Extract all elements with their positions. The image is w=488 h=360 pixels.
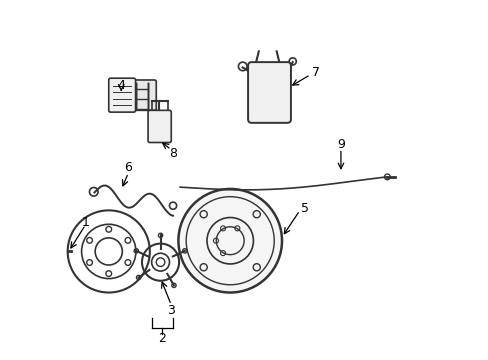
FancyBboxPatch shape: [247, 62, 290, 123]
Text: 2: 2: [158, 333, 166, 346]
Text: 8: 8: [169, 147, 177, 160]
Text: 9: 9: [336, 138, 344, 151]
Text: 3: 3: [167, 304, 175, 317]
Text: 4: 4: [117, 79, 125, 92]
Text: 1: 1: [81, 216, 89, 229]
FancyBboxPatch shape: [108, 78, 135, 112]
Text: 6: 6: [124, 161, 132, 174]
Text: 7: 7: [311, 66, 319, 79]
Text: 5: 5: [301, 202, 308, 215]
Circle shape: [178, 189, 282, 293]
FancyBboxPatch shape: [148, 111, 171, 143]
FancyBboxPatch shape: [133, 80, 156, 111]
